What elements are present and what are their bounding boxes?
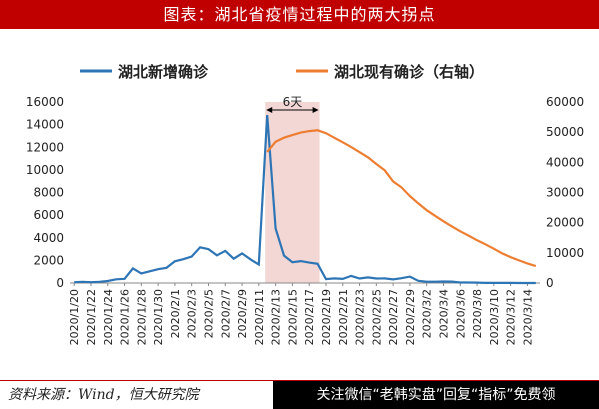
y-axis-right: 0 10000 20000 30000 40000 50000 60000 <box>546 95 584 290</box>
y-left-tick-label: 16000 <box>26 95 64 109</box>
x-tick-label: 2020/1/28 <box>135 289 148 345</box>
legend: 湖北新增确诊 湖北现有确诊（右轴） <box>80 63 484 81</box>
x-tick-label: 2020/1/30 <box>152 289 165 345</box>
figure-title: 图表：湖北省疫情过程中的两大拐点 <box>0 0 599 29</box>
x-tick-label: 2020/3/6 <box>454 289 467 338</box>
promo-banner: 关注微信“老韩实盘”回复“指标”免费领 <box>273 381 599 409</box>
y-left-tick-label: 12000 <box>26 140 64 154</box>
x-tick-label: 2020/2/9 <box>236 289 249 338</box>
x-tick-label: 2020/3/8 <box>471 289 484 338</box>
highlight-band <box>265 102 320 283</box>
y-right-tick-label: 20000 <box>546 216 584 230</box>
x-tick-label: 2020/2/3 <box>186 289 199 338</box>
y-right-tick-label: 0 <box>546 276 554 290</box>
annotation-label: 6天 <box>283 95 303 109</box>
series-line-new-cases <box>74 115 536 285</box>
annotation: 6天 <box>266 95 319 113</box>
x-tick-label: 2020/3/14 <box>521 289 534 345</box>
x-tick-label: 2020/2/17 <box>303 289 316 345</box>
y-left-tick-label: 6000 <box>33 208 64 222</box>
y-left-tick-label: 4000 <box>33 231 64 245</box>
x-tick-label: 2020/2/29 <box>404 289 417 345</box>
legend-label-new-cases: 湖北新增确诊 <box>118 63 209 81</box>
x-tick-label: 2020/1/24 <box>102 289 115 345</box>
x-tick-label: 2020/3/4 <box>437 289 450 338</box>
y-right-tick-label: 30000 <box>546 186 584 200</box>
x-tick-label: 2020/1/20 <box>68 289 81 345</box>
y-left-tick-label: 0 <box>56 276 64 290</box>
x-axis: 2020/1/20 2020/1/22 2020/1/24 2020/1/26 2020… <box>68 283 534 345</box>
x-tick-label: 2020/2/1 <box>169 289 182 338</box>
x-tick-label: 2020/3/10 <box>488 289 501 345</box>
x-tick-label: 2020/2/21 <box>337 289 350 345</box>
x-tick-label: 2020/3/12 <box>505 289 518 345</box>
footer-divider <box>0 380 599 381</box>
x-tick-label: 2020/2/25 <box>370 289 383 345</box>
y-axis-left: 0 2000 4000 6000 8000 10000 12000 14000 16000 <box>26 95 64 290</box>
x-tick-label: 2020/2/11 <box>253 289 266 345</box>
x-tick-label: 2020/3/2 <box>421 289 434 338</box>
x-tick-label: 2020/1/22 <box>85 289 98 345</box>
y-left-tick-label: 2000 <box>33 253 64 267</box>
x-tick-label: 2020/2/7 <box>219 289 232 338</box>
x-tick-label: 2020/2/5 <box>202 289 215 338</box>
source-note: 资料来源：Wind，恒大研究院 <box>8 387 199 403</box>
legend-label-existing-cases: 湖北现有确诊（右轴） <box>334 63 484 81</box>
chart: 湖北新增确诊 湖北现有确诊（右轴） 6天 0 2000 4000 6000 8000 10… <box>26 63 584 345</box>
y-left-tick-label: 14000 <box>26 118 64 132</box>
x-tick-label: 2020/2/15 <box>286 289 299 345</box>
annotation-arrowhead-left <box>266 107 273 113</box>
x-tick-label: 2020/2/19 <box>320 289 333 345</box>
x-tick-label: 2020/2/27 <box>387 289 400 345</box>
y-left-tick-label: 8000 <box>33 186 64 200</box>
y-right-tick-label: 40000 <box>546 155 584 169</box>
y-right-tick-label: 10000 <box>546 246 584 260</box>
y-right-tick-label: 50000 <box>546 125 584 139</box>
x-tick-label: 2020/1/26 <box>119 289 132 345</box>
x-tick-label: 2020/2/13 <box>270 289 283 345</box>
y-right-tick-label: 60000 <box>546 95 584 109</box>
y-left-tick-label: 10000 <box>26 163 64 177</box>
annotation-arrowhead-right <box>312 107 319 113</box>
x-tick-label: 2020/2/23 <box>354 289 367 345</box>
series-line-existing-cases <box>266 129 537 268</box>
